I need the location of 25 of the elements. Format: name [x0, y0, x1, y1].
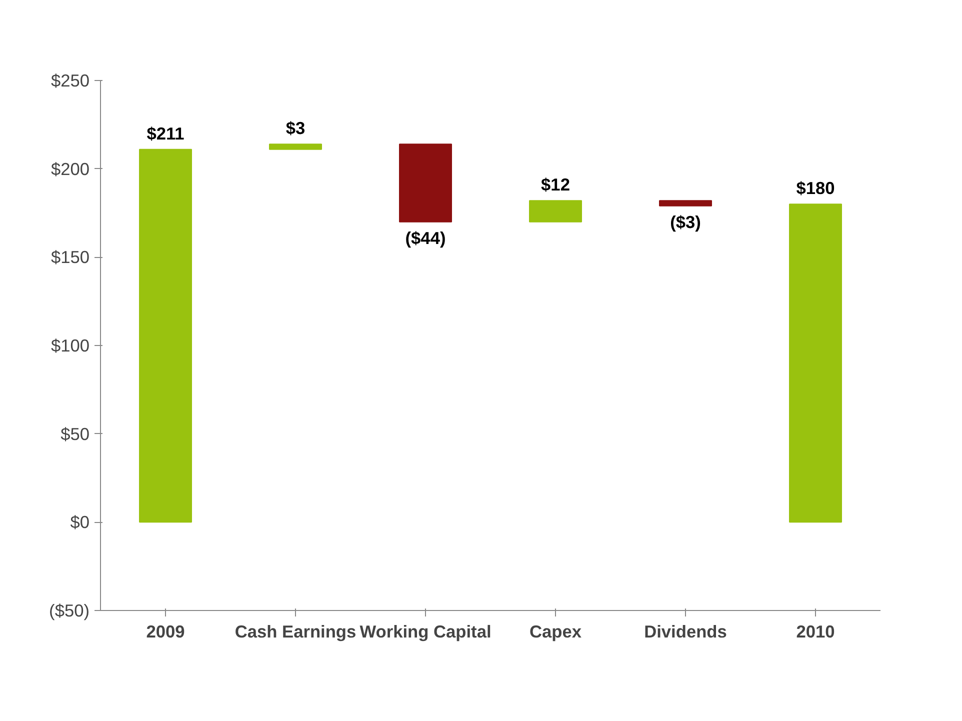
- y-tick-label: $100: [50, 336, 90, 356]
- bar: [789, 204, 842, 523]
- bar: [269, 144, 322, 150]
- y-tick-label: $150: [50, 247, 90, 268]
- data-label: $12: [541, 174, 570, 195]
- bar: [399, 144, 452, 222]
- y-tick-label: $0: [70, 512, 90, 532]
- bar: [529, 200, 582, 222]
- data-label: ($3): [670, 212, 701, 232]
- x-tick-label: Capex: [529, 622, 582, 642]
- x-tick-label: 2010: [796, 622, 835, 642]
- data-label: $211: [146, 123, 185, 144]
- y-tick-label: $50: [60, 424, 90, 444]
- y-tick-label: $200: [50, 158, 90, 179]
- y-tick-label: ($50): [49, 600, 90, 620]
- x-tick-label: Cash Earnings: [234, 622, 356, 642]
- bar: [139, 148, 192, 523]
- data-label: $180: [796, 178, 835, 198]
- x-tick-label: Working Capital: [360, 622, 492, 642]
- bar: [659, 200, 712, 206]
- x-tick-label: 2009: [146, 622, 185, 642]
- data-label: ($44): [405, 228, 446, 248]
- data-label: $3: [286, 118, 306, 138]
- y-tick-label: $250: [50, 70, 90, 90]
- x-tick-label: Dividends: [644, 622, 727, 642]
